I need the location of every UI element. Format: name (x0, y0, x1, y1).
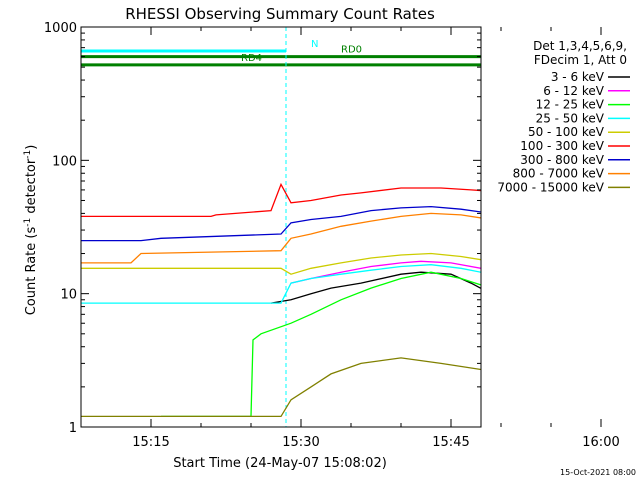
x-tick-label: 16:00 (582, 435, 619, 450)
flag-label-rd4: RD4 (241, 53, 262, 64)
series-line-800-7000-kev (81, 212, 481, 264)
flag-label-n: N (311, 39, 318, 50)
y-axis: 1 10 100 1000 (44, 21, 481, 436)
series-line-3-6-kev (270, 271, 481, 304)
chart-title: RHESSI Observing Summary Count Rates (125, 5, 435, 23)
legend-label-300-800-kev: 300 - 800 keV (520, 153, 604, 167)
series-line-12-25-kev (161, 271, 481, 418)
flag-label-s: S (601, 22, 607, 33)
x-tick-label: 15:45 (432, 435, 469, 450)
generation-timestamp: 15-Oct-2021 08:00 (560, 468, 636, 477)
x-tick-label: 15:30 (282, 435, 319, 450)
y-tick-label: 100 (52, 154, 77, 169)
x-axis-label: Start Time (24-May-07 15:08:02) (173, 456, 387, 471)
series-line-7000-15000-kev (81, 357, 481, 418)
legend-label-12-25-kev: 12 - 25 keV (536, 98, 605, 112)
series-line-50-100-kev (81, 252, 481, 275)
legend-label-50-100-kev: 50 - 100 keV (528, 125, 605, 139)
plot-frame (80, 26, 482, 428)
legend-header-line-1: Det 1,3,4,5,6,9, (533, 39, 627, 53)
y-tick-label: 10 (60, 288, 77, 303)
x-tick-label: 15:15 (132, 435, 169, 450)
series-line-100-300-kev (81, 182, 481, 218)
y-tick-label: 1000 (44, 21, 77, 36)
observing-flags: N S RD0 RD4 (81, 22, 607, 67)
legend-label-800-7000-kev: 800 - 7000 keV (513, 167, 605, 181)
y-axis-label: Count Rate (s-1 detector-1) (23, 145, 39, 316)
series-line-300-800-kev (81, 205, 481, 242)
legend-label-3-6-kev: 3 - 6 keV (551, 70, 605, 84)
legend: Det 1,3,4,5,6,9, FDecim 1, Att 0 3 - 6 k… (497, 39, 630, 194)
legend-label-100-300-kev: 100 - 300 keV (520, 139, 604, 153)
mode-change-lines (285, 27, 287, 427)
flag-label-rd0: RD0 (341, 45, 362, 56)
legend-label-6-12-kev: 6 - 12 keV (543, 84, 605, 98)
y-tick-label: 1 (69, 421, 77, 436)
series-line-6-12-kev (290, 260, 481, 284)
legend-label-25-50-kev: 25 - 50 keV (536, 111, 605, 125)
legend-label-7000-15000-kev: 7000 - 15000 keV (497, 180, 604, 194)
series-line-25-50-kev (81, 264, 481, 304)
series-lines (81, 182, 481, 418)
legend-header-line-2: FDecim 1, Att 0 (534, 53, 627, 67)
